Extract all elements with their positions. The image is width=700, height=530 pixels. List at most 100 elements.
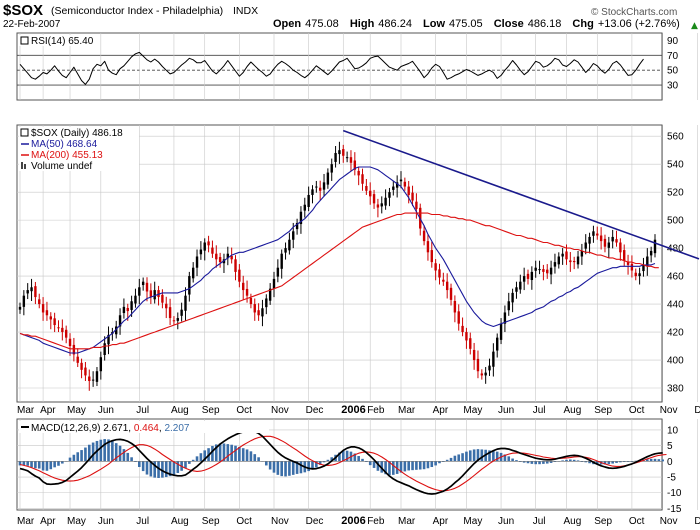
candle-up xyxy=(115,326,118,335)
candle-down xyxy=(526,273,530,279)
candle-up xyxy=(522,276,526,282)
macd-histogram-bar xyxy=(265,461,268,466)
candle-up xyxy=(519,281,522,290)
candle-down xyxy=(626,261,630,265)
ma200-line xyxy=(19,212,659,350)
macd-histogram-bar xyxy=(595,461,599,465)
chg-up-arrow-icon: ▲ xyxy=(691,21,698,31)
price-tick-label: 540 xyxy=(667,160,684,171)
macd-histogram-bar xyxy=(534,461,537,465)
candle-up xyxy=(488,365,491,371)
price-tick-label: 560 xyxy=(667,132,684,143)
price-x-axis-label: Apr xyxy=(40,405,56,416)
macd-histogram-bar xyxy=(572,459,576,462)
macd-histogram-bar xyxy=(76,452,80,462)
macd-legend-bg xyxy=(19,421,269,433)
candle-up xyxy=(107,334,110,345)
price-tick-label: 420 xyxy=(667,328,684,339)
macd-x-axis-label: Mar xyxy=(17,516,35,527)
candle-up xyxy=(268,288,272,301)
macd-histogram-bar xyxy=(45,461,49,471)
low-label: Low xyxy=(423,18,445,30)
macd-histogram-bar xyxy=(68,457,72,462)
candle-down xyxy=(57,327,60,329)
macd-histogram-bar xyxy=(61,461,64,464)
macd-histogram-bar xyxy=(530,461,534,464)
macd-histogram-bar xyxy=(130,457,133,462)
candle-up xyxy=(199,249,203,255)
candle-down xyxy=(599,235,603,242)
macd-x-axis-label: May xyxy=(67,516,86,527)
macd-histogram-bar xyxy=(107,439,110,462)
candle-down xyxy=(165,303,168,309)
macd-histogram-bar xyxy=(472,449,476,462)
candle-down xyxy=(442,279,445,282)
macd-histogram-bar xyxy=(376,461,380,471)
macd-tick-label: 0 xyxy=(667,457,673,468)
macd-histogram-bar xyxy=(326,459,330,462)
candle-up xyxy=(138,287,141,296)
candle-up xyxy=(103,343,106,355)
macd-histogram-bar xyxy=(57,461,60,466)
candle-down xyxy=(372,194,376,204)
macd-histogram-bar xyxy=(649,458,653,462)
macd-tick-label: 10 xyxy=(667,425,679,436)
macd-histogram-bar xyxy=(415,461,418,470)
candle-up xyxy=(557,256,560,265)
candle-up xyxy=(315,186,318,188)
macd-histogram-bar xyxy=(118,445,122,462)
macd-histogram-bar xyxy=(53,461,56,468)
macd-line xyxy=(19,429,663,495)
macd-histogram-bar xyxy=(538,461,541,465)
price-x-axis-label: Oct xyxy=(236,405,252,416)
price-legend-bg xyxy=(19,160,139,171)
candle-up xyxy=(295,222,299,230)
candle-up xyxy=(553,262,557,267)
macd-histogram-bar xyxy=(164,461,168,478)
macd-histogram-bar xyxy=(341,451,345,462)
macd-histogram-bar xyxy=(657,459,661,462)
macd-tick-label: 5 xyxy=(667,441,673,452)
macd-histogram-bar xyxy=(653,458,657,462)
candle-up xyxy=(195,256,199,268)
candle-down xyxy=(453,300,457,313)
price-tick-label: 400 xyxy=(667,356,684,367)
candle-up xyxy=(345,157,349,159)
macd-histogram-bar xyxy=(114,443,118,462)
macd-histogram-bar xyxy=(134,461,137,462)
price-x-axis-label: Jul xyxy=(136,405,149,416)
candle-up xyxy=(395,182,399,188)
rsi-legend-text: RSI(14) 65.40 xyxy=(31,36,94,47)
rsi-frame xyxy=(16,32,663,101)
candle-up xyxy=(611,236,614,242)
candle-down xyxy=(215,253,218,260)
candle-up xyxy=(99,357,103,372)
price-tick-label: 520 xyxy=(667,188,684,199)
candle-down xyxy=(53,318,56,326)
macd-histogram-bar xyxy=(399,461,403,473)
candle-up xyxy=(203,242,206,251)
candle-down xyxy=(369,190,372,197)
macd-histogram-bar xyxy=(34,461,37,469)
price-legend-bg xyxy=(19,138,139,149)
macd-histogram-bar xyxy=(268,461,272,470)
candle-down xyxy=(245,288,249,296)
chart-date: 22-Feb-2007 xyxy=(3,19,61,30)
rsi-tick-label: 70 xyxy=(667,51,679,62)
candle-down xyxy=(64,329,68,338)
candle-down xyxy=(480,373,484,376)
candle-up xyxy=(30,287,33,292)
candle-down xyxy=(445,281,449,291)
candle-down xyxy=(596,233,599,236)
rsi-legend-bg xyxy=(19,35,93,46)
macd-histogram-bar xyxy=(338,452,341,462)
macd-histogram-bar xyxy=(507,456,511,462)
price-legend-bg xyxy=(19,127,139,138)
candle-up xyxy=(503,312,507,324)
macd-histogram-bar xyxy=(288,461,291,476)
candle-down xyxy=(411,192,414,201)
exchange: INDX xyxy=(233,5,258,17)
candle-up xyxy=(580,250,584,257)
macd-histogram-bar xyxy=(280,461,283,477)
macd-legend-text: MACD(12,26,9) 2.671, 0.464, 2.207 xyxy=(31,423,190,434)
